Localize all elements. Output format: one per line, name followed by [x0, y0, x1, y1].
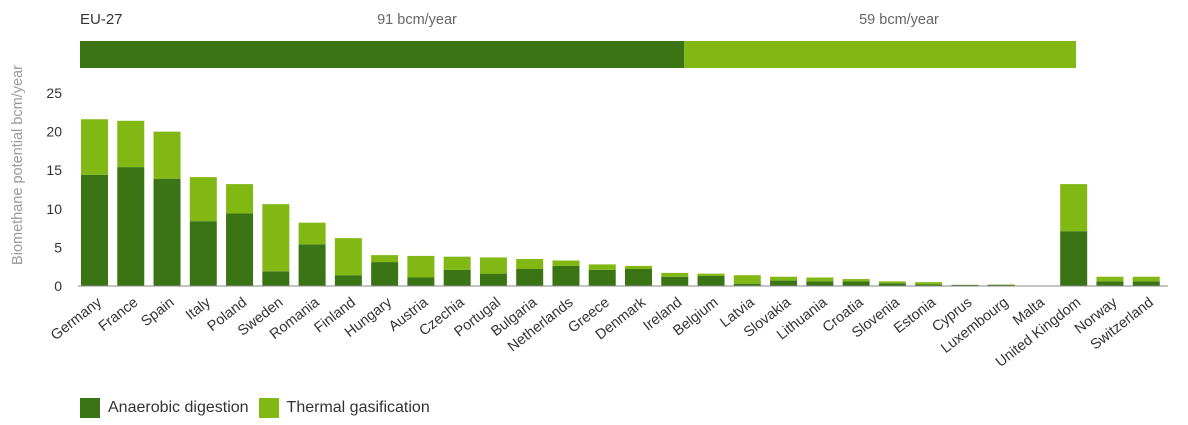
biomethane-chart: EU-27 91 bcm/year 59 bcm/year Biomethane…: [10, 11, 1168, 371]
bar-anaerobic-luxembourg: [987, 284, 1015, 286]
bar-anaerobic-greece: [588, 269, 616, 286]
x-tick-label: Estonia: [891, 294, 940, 337]
y-tick-label: 25: [46, 85, 62, 101]
bar-thermal-bulgaria: [516, 258, 544, 270]
legend-label-thermal: Thermal gasification: [286, 399, 430, 416]
y-tick-label: 10: [46, 201, 62, 217]
bar-thermal-switzerland: [1132, 276, 1160, 282]
legend-item-anaerobic: Anaerobic digestion: [80, 398, 249, 418]
bar-anaerobic-slovenia: [878, 283, 906, 286]
eu-27-label: EU-27: [80, 11, 123, 28]
bar-thermal-finland: [334, 238, 362, 276]
bar-thermal-norway: [1096, 276, 1124, 282]
bar-thermal-france: [117, 120, 145, 168]
bar-anaerobic-cyprus: [951, 284, 979, 286]
bar-anaerobic-united-kingdom: [1060, 231, 1088, 286]
bar-anaerobic-poland: [226, 213, 254, 286]
x-tick-label: Spain: [138, 295, 177, 330]
x-tick-label: Germany: [48, 294, 105, 344]
bar-anaerobic-hungary: [371, 262, 399, 286]
bar-anaerobic-estonia: [915, 284, 943, 286]
y-tick-label: 20: [46, 124, 62, 140]
bar-thermal-latvia: [733, 275, 761, 284]
bar-anaerobic-finland: [334, 275, 362, 286]
bar-thermal-denmark: [625, 265, 652, 270]
legend-swatch-anaerobic: [80, 398, 100, 418]
bars-group: [81, 119, 1160, 286]
y-axis-ticks: 0 5 10 15 20 25: [46, 85, 62, 294]
y-tick-label: 15: [46, 162, 62, 178]
bar-thermal-poland: [226, 184, 254, 214]
bar-thermal-portugal: [479, 257, 507, 274]
bar-anaerobic-italy: [189, 221, 217, 286]
y-tick-label: 5: [54, 239, 62, 255]
bar-thermal-netherlands: [552, 260, 580, 266]
bar-thermal-lithuania: [806, 277, 834, 282]
bar-thermal-austria: [407, 255, 435, 278]
bar-anaerobic-netherlands: [552, 265, 580, 286]
bar-thermal-estonia: [915, 282, 943, 285]
y-tick-label: 0: [54, 278, 62, 294]
legend-label-anaerobic: Anaerobic digestion: [108, 399, 249, 416]
eu-bar-anaerobic-segment: [80, 41, 685, 68]
legend-item-thermal: Thermal gasification: [258, 398, 430, 418]
y-axis-label: Biomethane potential bcm/year: [10, 65, 26, 265]
bar-anaerobic-romania: [298, 244, 326, 286]
bar-thermal-hungary: [371, 255, 399, 263]
bar-thermal-czechia: [443, 256, 471, 270]
bar-thermal-slovakia: [770, 276, 798, 281]
bar-anaerobic-lithuania: [806, 281, 834, 286]
bar-anaerobic-sweden: [262, 271, 290, 286]
bar-anaerobic-slovakia: [770, 280, 798, 286]
bar-thermal-slovenia: [878, 281, 906, 284]
bar-thermal-ireland: [661, 272, 689, 277]
bar-anaerobic-austria: [407, 277, 435, 286]
bar-anaerobic-czechia: [443, 269, 471, 286]
bar-anaerobic-croatia: [842, 281, 870, 286]
bar-thermal-croatia: [842, 279, 870, 282]
bar-anaerobic-ireland: [661, 276, 689, 286]
bar-anaerobic-latvia: [733, 283, 761, 286]
bar-anaerobic-portugal: [479, 273, 507, 286]
eu-bar-thermal-segment: [684, 41, 1076, 68]
bar-anaerobic-spain: [153, 178, 181, 286]
legend: Anaerobic digestion Thermal gasification: [80, 398, 430, 418]
bar-thermal-united-kingdom: [1060, 184, 1088, 232]
bar-thermal-sweden: [262, 204, 290, 272]
eu-thermal-total-label: 59 bcm/year: [859, 12, 939, 28]
bar-anaerobic-germany: [81, 174, 108, 286]
x-tick-label: France: [96, 295, 141, 335]
bar-thermal-italy: [189, 177, 217, 222]
bar-thermal-spain: [153, 131, 181, 179]
bar-anaerobic-switzerland: [1132, 281, 1160, 286]
bar-anaerobic-norway: [1096, 281, 1124, 286]
legend-swatch-thermal: [258, 398, 279, 418]
bar-anaerobic-bulgaria: [516, 269, 544, 286]
bar-thermal-romania: [298, 222, 326, 245]
bar-thermal-germany: [81, 119, 108, 175]
bar-anaerobic-denmark: [625, 269, 652, 286]
bar-anaerobic-france: [117, 167, 145, 286]
bar-anaerobic-belgium: [697, 275, 725, 286]
eu-total-bar: [80, 41, 1076, 68]
eu-anaerobic-total-label: 91 bcm/year: [377, 12, 457, 28]
bar-thermal-belgium: [697, 273, 725, 276]
bar-thermal-greece: [588, 264, 616, 270]
